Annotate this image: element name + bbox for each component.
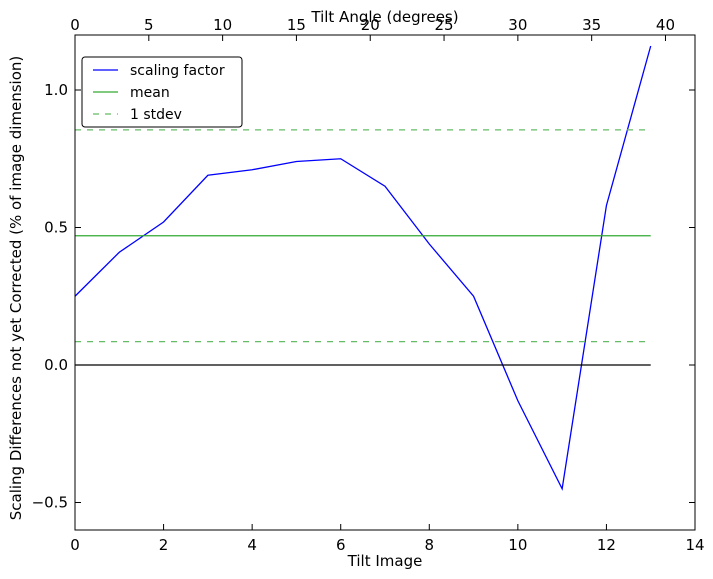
x-tick-label: 8	[425, 536, 435, 554]
x-tick-label: 14	[685, 536, 704, 554]
legend: scaling factor mean 1 stdev	[81, 56, 243, 128]
y-axis-title: Scaling Differences not yet Corrected (%…	[7, 56, 25, 521]
legend-label-stdev: 1 stdev	[130, 107, 182, 123]
x-tick-label: 2	[159, 536, 169, 554]
scaling-factor-line	[74, 45, 652, 491]
x-tick-label: 4	[247, 536, 257, 554]
legend-label-mean: mean	[130, 85, 170, 101]
top-tick-label: 40	[656, 16, 675, 34]
top-tick-label: 0	[70, 16, 80, 34]
top-tick-label: 10	[213, 16, 232, 34]
x-tick-label: 0	[70, 536, 80, 554]
top-tick-label: 15	[287, 16, 306, 34]
top-tick-label: 30	[508, 16, 527, 34]
ticks-layer: 0 2 4 6 8 10 12 14 −0.5 0.0 0.5 1.0 0 5 10 15 20 25 30 35 40	[32, 16, 705, 554]
plot-frame	[74, 34, 696, 531]
y-tick-label: 1.0	[44, 81, 68, 99]
top-tick-label: 35	[582, 16, 601, 34]
top-tick-label: 5	[144, 16, 154, 34]
x-axis-title: Tilt Image	[347, 552, 423, 570]
legend-box	[81, 56, 243, 128]
y-tick-label: 0.5	[44, 219, 68, 237]
x-tick-label: 6	[336, 536, 346, 554]
top-axis-title: Tilt Angle (degrees)	[310, 8, 458, 26]
x-tick-label: 12	[597, 536, 616, 554]
legend-label-scaling-factor: scaling factor	[130, 63, 225, 79]
x-tick-label: 10	[508, 536, 527, 554]
y-tick-label: −0.5	[32, 494, 68, 512]
series-layer	[74, 45, 652, 491]
top-tick-label: 25	[435, 16, 454, 34]
top-tick-label: 20	[361, 16, 380, 34]
y-tick-label: 0.0	[44, 356, 68, 374]
